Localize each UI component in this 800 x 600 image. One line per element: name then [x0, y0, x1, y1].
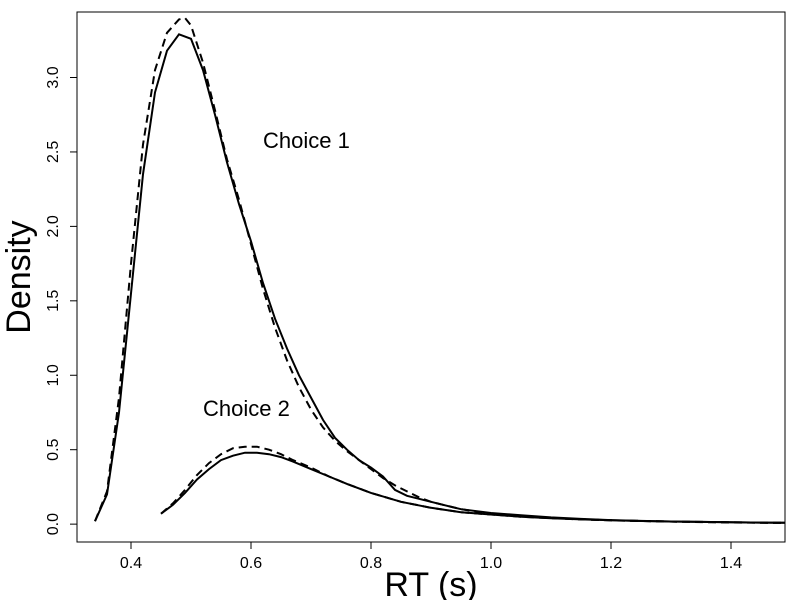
x-tick-label: 0.8	[360, 555, 382, 572]
annotation-label: Choice 1	[263, 128, 350, 153]
annotation-label: Choice 2	[203, 396, 290, 421]
annotations: Choice 1 Choice 2	[203, 128, 350, 421]
series-group	[94, 16, 786, 524]
x-tick-label: 1.0	[480, 555, 502, 572]
series-line-2	[94, 16, 786, 524]
y-tick-label: 1.0	[45, 364, 62, 386]
y-axis: 0.0 0.5 1.0 1.5 2.0 2.5 3.0	[45, 66, 77, 535]
series-line-4	[160, 445, 786, 524]
series-line-3	[160, 451, 786, 524]
x-axis-title: RT (s)	[384, 566, 477, 600]
x-tick-label: 1.4	[720, 555, 742, 572]
x-tick-label: 1.2	[600, 555, 622, 572]
y-axis-title: Density	[0, 220, 38, 333]
x-tick-label: 0.6	[240, 555, 262, 572]
x-axis: 0.4 0.6 0.8 1.0 1.2 1.4	[120, 542, 742, 572]
y-tick-label: 2.5	[45, 141, 62, 163]
y-tick-label: 2.0	[45, 215, 62, 237]
y-tick-label: 0.5	[45, 438, 62, 460]
y-tick-label: 3.0	[45, 66, 62, 88]
y-tick-label: 0.0	[45, 513, 62, 535]
x-tick-label: 0.4	[120, 555, 142, 572]
series-line-1	[94, 33, 786, 524]
y-tick-label: 1.5	[45, 290, 62, 312]
plot-frame	[76, 11, 786, 543]
